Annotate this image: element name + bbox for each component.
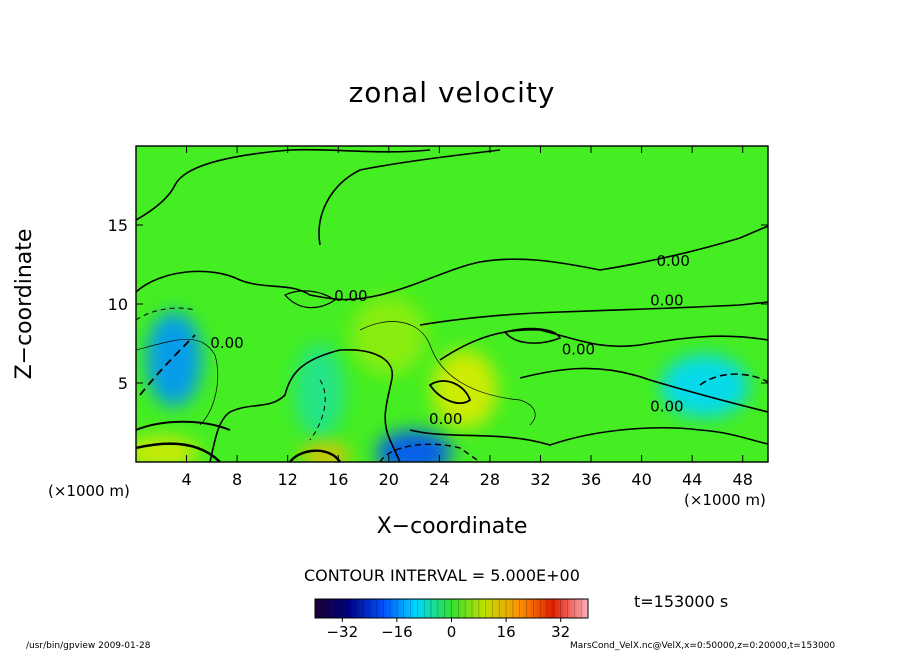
y-axis-ticks: 5 10 15 [108,216,768,393]
x-tick-label: 4 [181,470,191,489]
chart-title: zonal velocity [348,76,556,109]
contour-labels: 0.00 0.00 0.00 0.00 0.00 0.00 0.00 [210,252,690,428]
field-region [376,430,452,462]
y-tick-label: 15 [108,216,128,235]
colorbar-stripes [314,599,589,618]
x-tick-label: 24 [429,470,449,489]
contour-label: 0.00 [429,410,462,428]
contour-label: 0.00 [650,292,683,310]
field-region [294,343,345,439]
field-region [300,443,351,462]
colorbar-tick-label: −16 [381,623,413,641]
x-tick-label: 28 [480,470,500,489]
footer-program: /usr/bin/gpview 2009-01-28 [26,641,151,651]
colorbar-tick-label: −32 [326,623,358,641]
x-axis-label: X−coordinate [376,514,528,539]
contour-label: 0.00 [650,397,683,415]
x-tick-label: 16 [328,470,348,489]
x-axis-ticks: 4 8 12 16 20 24 28 32 36 40 44 48 [181,146,753,489]
x-tick-label: 8 [232,470,242,489]
field-region [350,296,427,376]
field-region [136,436,200,462]
x-tick-label: 44 [682,470,702,489]
footer-source: MarsCond_VelX.nc@VelX,x=0:50000,z=0:2000… [570,641,836,651]
contour-label: 0.00 [334,287,367,305]
x-tick-label: 20 [379,470,399,489]
colorbar-tick-label: 32 [551,623,570,641]
x-axis-unit: (×1000 m) [684,491,766,509]
x-tick-label: 36 [581,470,601,489]
y-axis-unit: (×1000 m) [48,482,130,500]
x-tick-label: 40 [631,470,651,489]
contour-lines [136,148,768,462]
colorbar-tick-label: 16 [497,623,516,641]
field-region [146,311,202,407]
y-tick-label: 10 [108,295,128,314]
contour-label: 0.00 [210,334,243,352]
time-label: t=153000 s [634,592,729,611]
contour-interval: CONTOUR INTERVAL = 5.000E+00 [304,566,580,585]
contour-label: 0.00 [562,341,595,359]
y-tick-label: 5 [118,374,128,393]
x-tick-label: 32 [530,470,550,489]
contour-label: 0.00 [656,252,689,270]
x-tick-label: 12 [278,470,298,489]
colorbar-ticks: −32 −16 0 16 32 [326,618,570,641]
y-axis-label: Z−coordinate [12,228,37,380]
colorbar-tick-label: 0 [447,623,457,641]
x-tick-label: 48 [733,470,753,489]
